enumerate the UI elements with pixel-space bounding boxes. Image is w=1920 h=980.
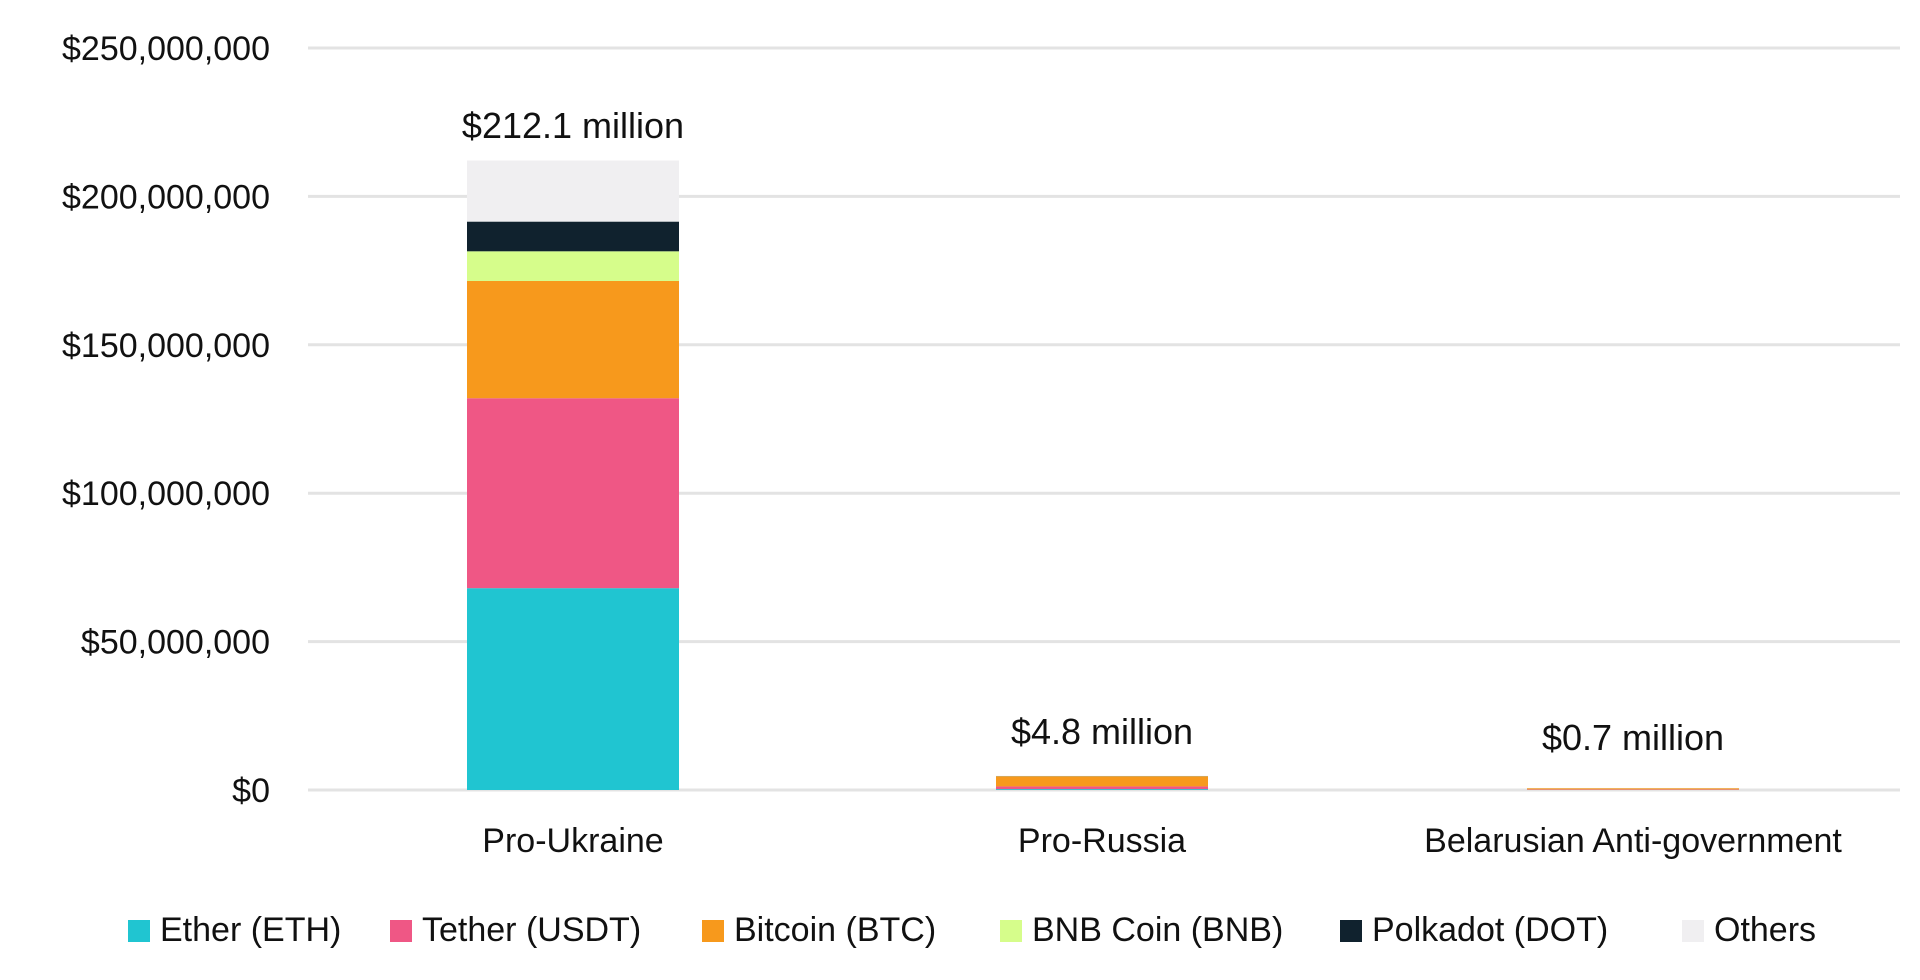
legend-item: Others <box>1682 911 1816 949</box>
legend-swatch <box>1682 920 1704 942</box>
bar-segment <box>467 280 679 399</box>
bar-segment <box>996 776 1208 787</box>
total-labels: $212.1 million $4.8 million $0.7 million <box>462 105 1724 758</box>
bar-segment <box>1527 788 1739 790</box>
y-tick-label: $100,000,000 <box>62 475 270 513</box>
total-label: $0.7 million <box>1542 717 1724 758</box>
legend-item: BNB Coin (BNB) <box>1000 911 1283 949</box>
x-axis-categories: Pro-Ukraine Pro-Russia Belarusian Anti-gov… <box>482 822 1842 860</box>
legend-label: Polkadot (DOT) <box>1372 911 1608 949</box>
x-category-label: Belarusian Anti-government <box>1424 822 1842 860</box>
legend-label: BNB Coin (BNB) <box>1032 911 1283 949</box>
legend-label: Bitcoin (BTC) <box>734 911 936 949</box>
bar-stack <box>996 775 1208 790</box>
legend-swatch <box>702 920 724 942</box>
total-label: $4.8 million <box>1011 711 1193 752</box>
legend: Ether (ETH) Tether (USDT) Bitcoin (BTC) BNB… <box>128 911 1816 949</box>
legend-label: Tether (USDT) <box>422 911 641 949</box>
bar-stack <box>467 160 679 790</box>
legend-swatch <box>1340 920 1362 942</box>
bar-segment <box>996 789 1208 790</box>
x-category-label: Pro-Ukraine <box>482 822 663 860</box>
bars <box>467 160 1739 790</box>
bar-stack <box>1527 787 1739 790</box>
y-tick-label: $250,000,000 <box>62 30 270 68</box>
y-tick-label: $200,000,000 <box>62 178 270 216</box>
y-tick-label: $150,000,000 <box>62 327 270 365</box>
total-label: $212.1 million <box>462 105 684 146</box>
bar-segment <box>467 251 679 281</box>
x-category-label: Pro-Russia <box>1018 822 1186 860</box>
bar-segment <box>467 221 679 252</box>
legend-swatch <box>128 920 150 942</box>
y-axis-ticks: $0 $50,000,000 $100,000,000 $150,000,000 $20… <box>62 30 270 810</box>
legend-item: Bitcoin (BTC) <box>702 911 936 949</box>
legend-swatch <box>1000 920 1022 942</box>
legend-item: Tether (USDT) <box>390 911 641 949</box>
bar-segment <box>996 786 1208 790</box>
legend-item: Ether (ETH) <box>128 911 341 949</box>
y-tick-label: $50,000,000 <box>81 624 270 662</box>
y-tick-label: $0 <box>232 772 270 810</box>
legend-swatch <box>390 920 412 942</box>
legend-label: Others <box>1714 911 1816 949</box>
bar-segment <box>467 398 679 589</box>
bar-segment <box>467 588 679 790</box>
legend-label: Ether (ETH) <box>160 911 341 949</box>
bar-segment <box>467 160 679 222</box>
legend-item: Polkadot (DOT) <box>1340 911 1608 949</box>
